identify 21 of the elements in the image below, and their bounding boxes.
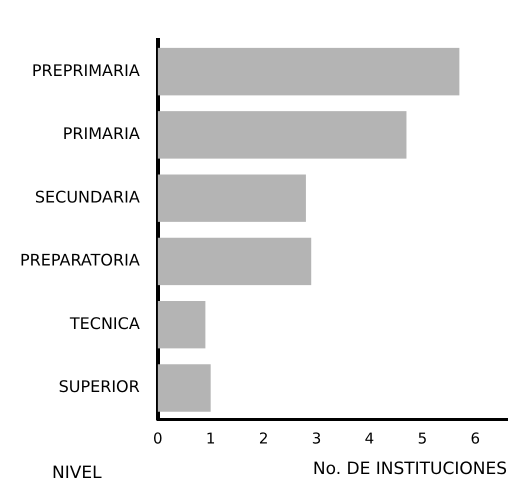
y-axis-title: NIVEL <box>52 463 102 483</box>
x-axis-title: No. DE INSTITUCIONES <box>312 459 507 480</box>
x-tick-label: 3 <box>312 429 322 448</box>
x-tick-label: 5 <box>418 429 428 448</box>
y-tick-label: PREPARATORIA <box>20 250 140 270</box>
x-tick-label: 4 <box>364 429 374 448</box>
y-tick-label: SECUNDARIA <box>34 187 140 206</box>
bar <box>158 111 406 159</box>
y-tick-label: SUPERIOR <box>58 377 140 396</box>
bar <box>158 174 306 222</box>
y-tick-label: TECNICA <box>68 314 140 333</box>
bar <box>158 364 211 412</box>
x-tick-label: 6 <box>470 429 480 448</box>
y-tick-label: PREPRIMARIA <box>32 60 140 80</box>
x-tick-label: 2 <box>258 429 268 448</box>
x-tick-label: 1 <box>206 429 216 448</box>
x-tick-label: 0 <box>152 429 163 448</box>
bar <box>158 48 460 96</box>
bar <box>158 238 312 286</box>
y-tick-label: PRIMARIA <box>62 124 140 144</box>
bar <box>158 300 206 348</box>
